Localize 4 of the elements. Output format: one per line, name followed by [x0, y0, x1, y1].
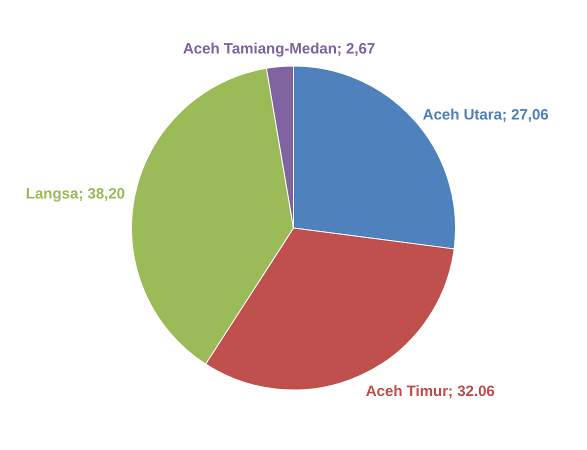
slice-label: Aceh Tamiang-Medan; 2,67: [182, 40, 376, 58]
slice-label: Langsa; 38,20: [26, 185, 126, 202]
slice-label: Aceh Utara; 27,06: [422, 106, 549, 124]
slice-label: Aceh Timur; 32.06: [366, 383, 495, 400]
